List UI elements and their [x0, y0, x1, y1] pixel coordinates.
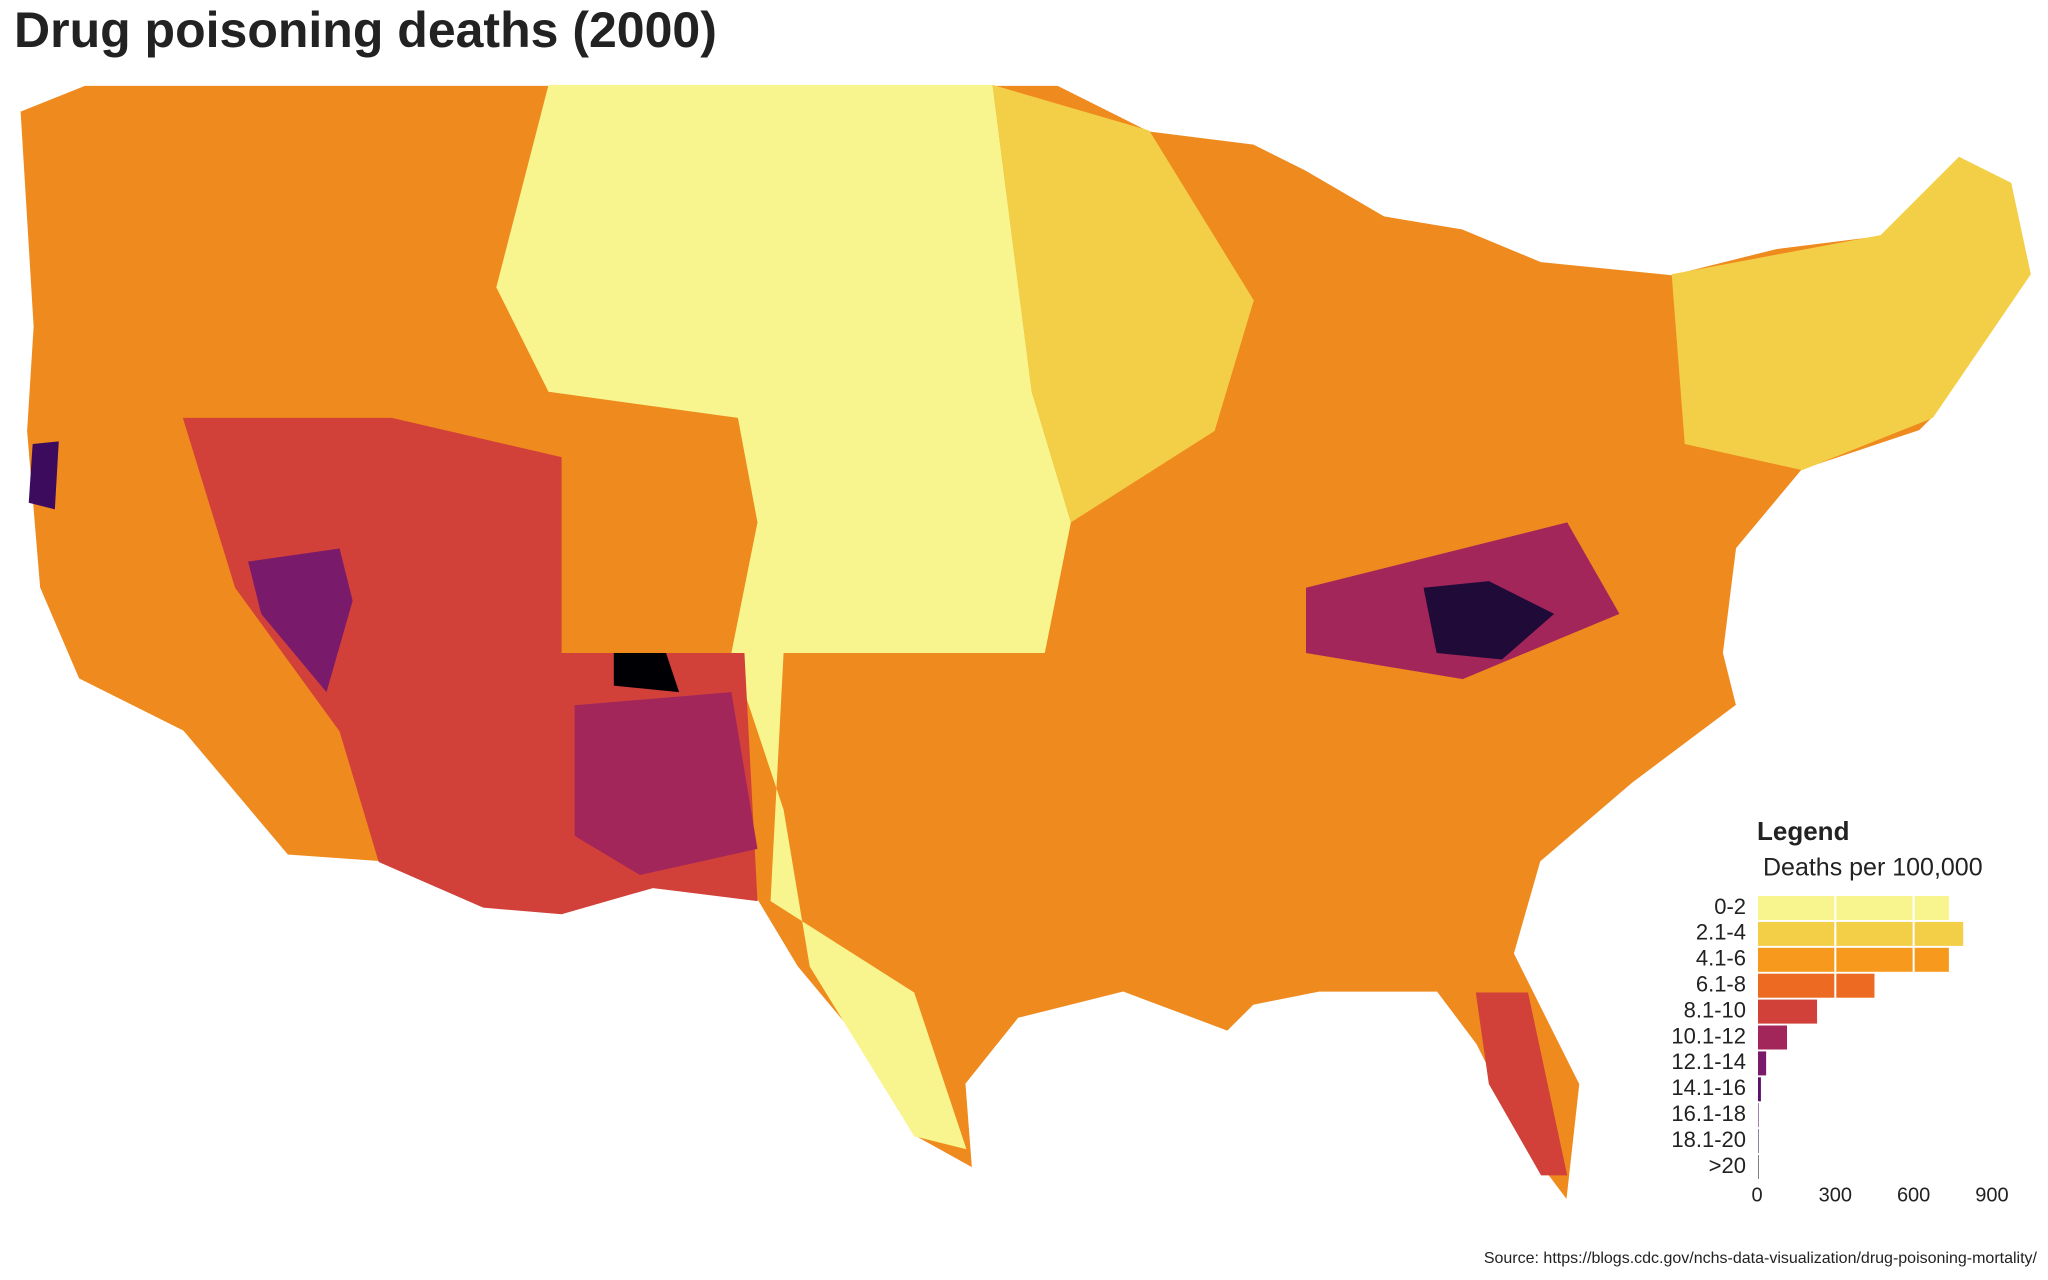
legend-label: 18.1-20	[1671, 1127, 1746, 1152]
x-tick-label: 900	[1975, 1184, 2008, 1206]
new-mexico-dark	[613, 653, 680, 693]
legend-bar	[1757, 896, 1949, 920]
source-note: Source: https://blogs.cdc.gov/nchs-data-…	[1484, 1250, 2038, 1267]
plains-region	[496, 84, 1071, 1150]
nevada-region	[248, 548, 353, 693]
x-tick-label: 0	[1751, 1184, 1762, 1206]
x-tick-label: 300	[1819, 1184, 1852, 1206]
chart-title: Drug poisoning deaths (2000)	[14, 2, 717, 58]
northeast-region	[1671, 156, 2031, 471]
legend-label: 8.1-10	[1684, 997, 1746, 1022]
legend-bar	[1757, 1077, 1761, 1102]
legend-bar	[1757, 921, 1964, 946]
legend-label: 12.1-14	[1671, 1049, 1746, 1074]
legend-bar	[1757, 973, 1875, 998]
legend-bar	[1757, 947, 1949, 972]
legend-label: 16.1-18	[1671, 1101, 1746, 1126]
legend-label: 6.1-8	[1696, 972, 1746, 997]
legend-label: 0-2	[1714, 894, 1746, 919]
new-mexico-region	[574, 692, 758, 876]
legend-bar	[1757, 1051, 1767, 1076]
california-coast	[28, 441, 59, 510]
appalachia-dark	[1423, 581, 1555, 660]
midwest-region	[992, 84, 1254, 523]
legend-subtitle: Deaths per 100,000	[1763, 854, 1983, 882]
legend-label: 2.1-4	[1696, 920, 1746, 945]
legend-label: 10.1-12	[1671, 1023, 1746, 1048]
legend-label: >20	[1709, 1153, 1746, 1178]
us-map	[18, 83, 2032, 1205]
legend-label: 4.1-6	[1696, 946, 1746, 971]
legend-bar	[1757, 999, 1818, 1024]
x-tick-label: 600	[1897, 1184, 1930, 1206]
legend-label: 14.1-16	[1671, 1075, 1746, 1100]
florida-region	[1475, 992, 1568, 1176]
legend-title: Legend	[1757, 816, 1849, 846]
legend-bar	[1757, 1025, 1788, 1050]
